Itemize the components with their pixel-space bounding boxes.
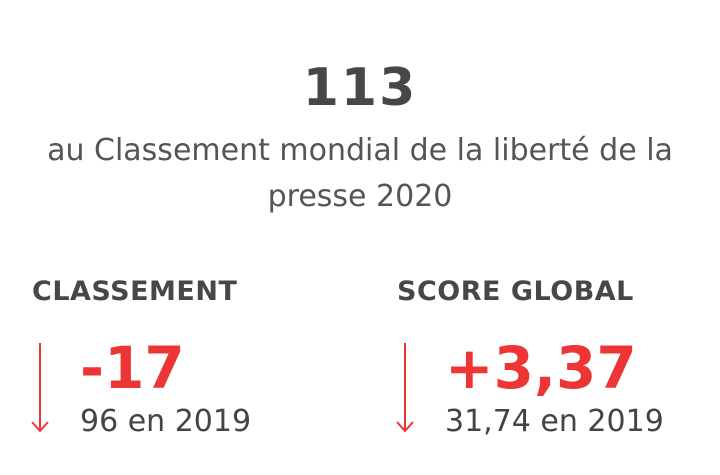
stat-previous: 31,74 en 2019: [445, 404, 664, 439]
stat-delta: -17: [80, 334, 185, 402]
stat-previous: 96 en 2019: [80, 404, 252, 439]
arrow-down-icon: [396, 343, 414, 433]
arrow-down-icon: [31, 343, 49, 433]
stat-classement: CLASSEMENT -17 96 en 2019: [31, 276, 251, 439]
rank-number: 113: [302, 58, 418, 118]
stat-delta: +3,37: [445, 334, 637, 402]
rank-description: au Classement mondial de la liberté de l…: [47, 133, 673, 214]
stat-label: CLASSEMENT: [32, 276, 238, 307]
stat-score-global: SCORE GLOBAL +3,37 31,74 en 2019: [396, 276, 664, 439]
stat-label: SCORE GLOBAL: [397, 276, 634, 307]
